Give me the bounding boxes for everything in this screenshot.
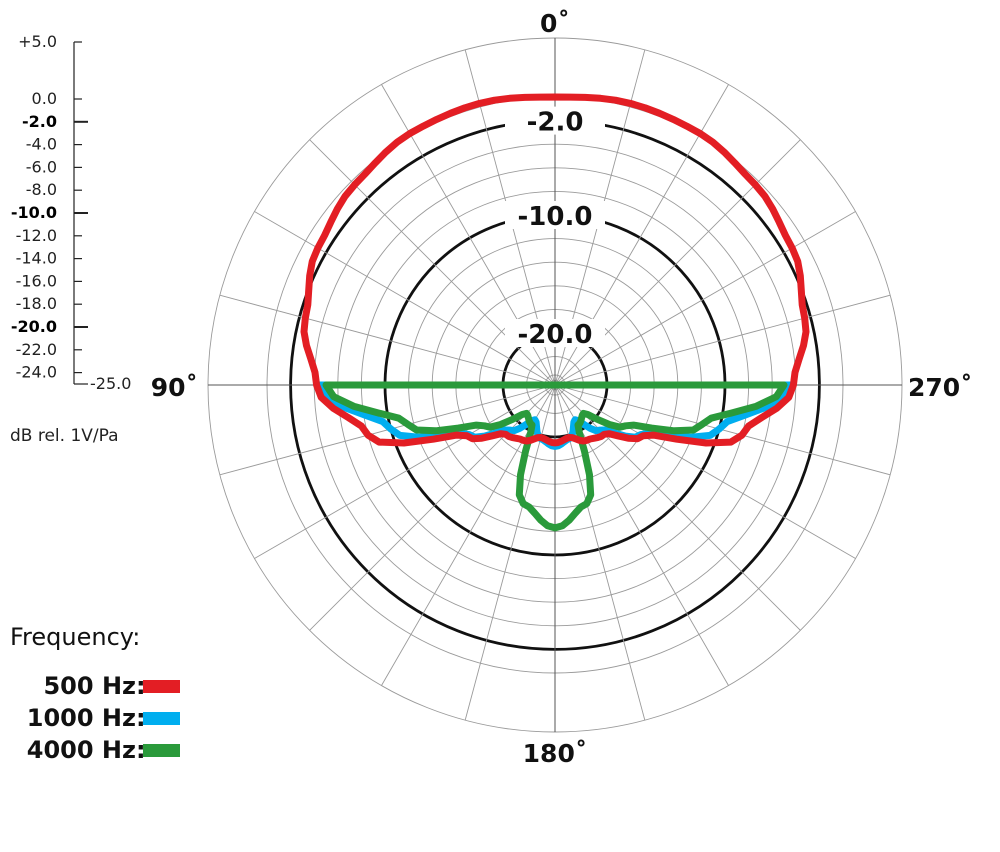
- scale-tick-label: -22.0: [16, 340, 57, 359]
- scale-tick-label: -20.0: [11, 317, 57, 336]
- scale-tick-label: -25.0: [90, 374, 131, 393]
- legend-colon: :: [136, 736, 146, 764]
- spoke-line: [219, 294, 556, 386]
- ring-label-gap: [505, 319, 605, 347]
- scale-tick-label: -6.0: [26, 157, 57, 176]
- angle-label-90: 90˚: [151, 373, 198, 402]
- legend-label: 1000 Hz: [27, 704, 136, 732]
- spoke-line: [309, 384, 556, 631]
- spoke-line: [554, 384, 856, 559]
- unit-label: dB rel. 1V/Pa: [10, 426, 119, 446]
- scale-tick-label: -18.0: [16, 294, 57, 313]
- scale-tick-label: +5.0: [18, 32, 57, 51]
- ring-label-gap: [505, 201, 605, 229]
- spoke-line: [554, 384, 801, 631]
- legend-swatch: [143, 744, 180, 757]
- legend: Frequency: 500 Hz:1000 Hz:4000 Hz:: [10, 623, 180, 764]
- legend-swatch: [143, 712, 180, 725]
- legend-label: 500 Hz: [43, 672, 136, 700]
- scale-tick-label: -24.0: [16, 363, 57, 382]
- series-curve-4000-hz: [322, 381, 788, 532]
- legend-colon: :: [136, 704, 146, 732]
- decibel-scale: +5.0 0.0 -2.0 -4.0 -6.0 -8.0 -10.0 -12.0 -14.0 -1…: [11, 32, 132, 393]
- spoke-line: [554, 211, 856, 386]
- ring-label: -10.0: [518, 202, 593, 232]
- scale-tick-label: -16.0: [16, 271, 57, 290]
- spoke-line: [554, 294, 891, 386]
- scale-tick-label: -14.0: [16, 249, 57, 268]
- legend-label: 4000 Hz: [27, 736, 136, 764]
- ring-labels: -2.0 -10.0 -20.0: [505, 106, 605, 350]
- ring-label-gap: [505, 106, 605, 135]
- ring-label: -2.0: [527, 108, 584, 138]
- angle-labels: 0˚ 90˚ 180˚ 270˚: [151, 9, 973, 768]
- angle-label-270: 270˚: [908, 373, 973, 402]
- spoke-line: [254, 211, 556, 386]
- legend-colon: :: [136, 672, 146, 700]
- series-curve-500-hz: [300, 93, 810, 447]
- scale-tick-label: 0.0: [32, 89, 57, 108]
- ring-label: -20.0: [518, 320, 593, 350]
- scale-tick-label: -8.0: [26, 180, 57, 199]
- spoke-line: [554, 384, 729, 686]
- response-curves: [300, 93, 810, 532]
- angle-label-180: 180˚: [523, 739, 588, 768]
- legend-title: Frequency:: [10, 623, 140, 651]
- scale-tick-label: -12.0: [16, 226, 57, 245]
- angle-label-0: 0˚: [540, 9, 570, 38]
- scale-tick-label: -4.0: [26, 135, 57, 154]
- legend-swatch: [143, 680, 180, 693]
- scale-tick-label: -2.0: [22, 112, 57, 131]
- spoke-line: [381, 384, 556, 686]
- scale-tick-label: -10.0: [11, 203, 57, 222]
- spoke-line: [254, 384, 556, 559]
